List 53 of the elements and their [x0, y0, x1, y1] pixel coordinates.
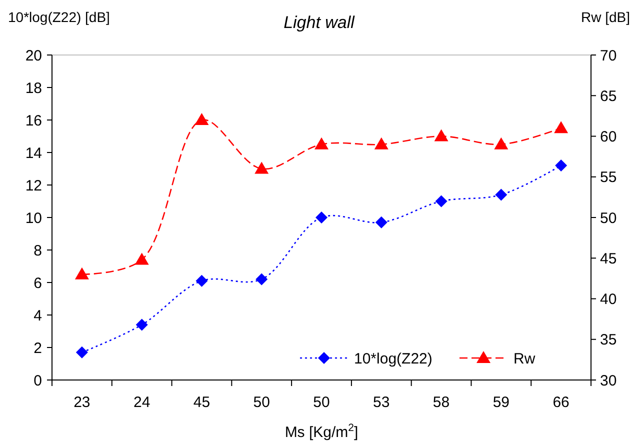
- y2-tick-label: 60: [600, 128, 617, 146]
- y-tick-label: 6: [34, 274, 42, 292]
- y-tick-label: 2: [34, 340, 42, 357]
- point: [434, 129, 448, 142]
- y2-tick-label: 55: [600, 169, 617, 186]
- y-tick-label: 10: [25, 210, 42, 227]
- point: [495, 188, 508, 201]
- x-tick-label: 23: [74, 394, 90, 411]
- point: [254, 162, 269, 174]
- legend-label: Rw: [514, 350, 536, 368]
- x-tick-label: 66: [552, 394, 570, 411]
- y2-tick-label: 70: [600, 47, 617, 64]
- y-tick-label: 8: [34, 242, 42, 260]
- y-tick-label: 16: [25, 112, 42, 130]
- y-tick-label: 0: [34, 372, 42, 390]
- y-tick-label: 14: [25, 144, 42, 162]
- point: [494, 137, 508, 150]
- point: [256, 273, 268, 286]
- point: [374, 137, 388, 150]
- y2-tick-label: 65: [600, 88, 617, 105]
- x-tick-label: 59: [492, 394, 510, 411]
- y2-tick-label: 35: [600, 332, 617, 349]
- point: [314, 137, 328, 150]
- point: [555, 160, 568, 172]
- point: [194, 113, 209, 125]
- point: [435, 195, 448, 208]
- point: [134, 252, 149, 265]
- x-tick-label: 50: [253, 394, 270, 411]
- legend-label: 10*log(Z22): [354, 350, 432, 368]
- x-axis-title: Ms [Kg/m$^{2}$]: [284, 422, 358, 441]
- y2-tick-label: 30: [600, 372, 617, 390]
- y2-tick-label: 40: [600, 291, 617, 308]
- point: [196, 274, 208, 287]
- y2-tick-label: 50: [600, 210, 617, 227]
- y2-axis-title: Rw [dB]: [580, 9, 630, 25]
- x-tick-label: 45: [193, 394, 210, 411]
- point: [554, 121, 568, 134]
- x-tick-label: 24: [133, 394, 150, 411]
- x-tick-label: 50: [313, 394, 330, 411]
- x-tick-label: 58: [432, 394, 450, 411]
- point: [316, 212, 328, 224]
- point: [74, 267, 89, 280]
- y-axis-title: 10*log(Z22) [dB]: [8, 9, 110, 25]
- y-tick-label: 12: [25, 177, 42, 194]
- point: [76, 346, 88, 358]
- point: [375, 216, 388, 228]
- y-tick-label: 4: [34, 307, 42, 324]
- y-tick-label: 20: [25, 47, 42, 64]
- chart-title: Light wall: [284, 13, 356, 32]
- y2-tick-label: 45: [600, 250, 617, 268]
- x-tick-label: 53: [373, 394, 390, 411]
- y-tick-label: 18: [25, 80, 42, 97]
- point: [136, 318, 148, 331]
